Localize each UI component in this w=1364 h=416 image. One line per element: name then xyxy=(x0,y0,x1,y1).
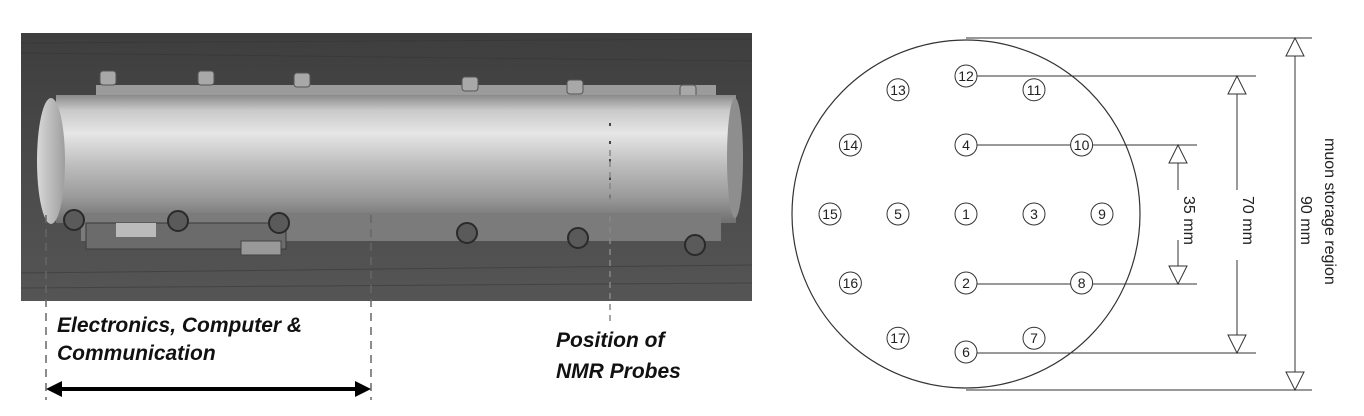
probe-10-circle xyxy=(1070,133,1094,157)
probe-13-circle xyxy=(886,78,910,102)
inner-dimension-label: 35 mm xyxy=(1180,196,1197,245)
probe-11-circle xyxy=(1022,78,1046,102)
cylinder-body xyxy=(56,95,736,223)
middle-arrow-top xyxy=(1227,74,1247,95)
probe-4-label: 4 xyxy=(962,137,970,153)
probe-4-circle xyxy=(954,133,978,157)
electronics-label-line1: Electronics, Computer & xyxy=(57,314,303,337)
middle-dimension-label: 70 mm xyxy=(1239,196,1256,245)
probe-14-circle xyxy=(838,133,862,157)
nmr-label-line1: Position of xyxy=(556,329,665,352)
trolley-photo xyxy=(21,33,752,301)
probe-12-circle xyxy=(954,64,978,88)
probe-13-label: 13 xyxy=(890,82,906,98)
middle-label-gap xyxy=(1229,190,1245,260)
probe-1-label: 1 xyxy=(962,206,970,222)
inner-arrow-top xyxy=(1168,143,1188,164)
probe-6-circle xyxy=(954,340,978,364)
probe-10-label: 10 xyxy=(1074,137,1090,153)
probe-9-circle xyxy=(1090,202,1114,226)
probe-11-label: 11 xyxy=(1027,82,1042,98)
probe-7-circle xyxy=(1022,326,1046,350)
probe-5-circle xyxy=(886,202,910,226)
inner-arrow-bottom xyxy=(1168,265,1188,286)
probe-6-label: 6 xyxy=(962,344,970,360)
probe-3-circle xyxy=(1022,202,1046,226)
probe-14-label: 14 xyxy=(843,137,859,153)
probe-17-circle xyxy=(886,326,910,350)
electronics-label-line2: Communication xyxy=(57,342,216,365)
outer-dimension-label: 90 mm xyxy=(1297,196,1314,245)
nmr-label-line2: NMR Probes xyxy=(556,360,681,383)
probe-16-label: 16 xyxy=(843,275,859,291)
probe-8-circle xyxy=(1070,271,1094,295)
outer-arrow-top xyxy=(1285,36,1305,57)
probe-2-circle xyxy=(954,271,978,295)
probe-5-label: 5 xyxy=(894,206,902,222)
arrowhead-left xyxy=(46,381,62,397)
probe-2-label: 2 xyxy=(962,275,970,291)
probe-3-label: 3 xyxy=(1030,206,1038,222)
connector-block xyxy=(116,223,156,237)
probe-7-label: 7 xyxy=(1030,330,1038,346)
probe-15-label: 15 xyxy=(822,206,838,222)
probe-8-label: 8 xyxy=(1078,275,1086,291)
wheels xyxy=(63,209,706,256)
cylinder-right-cap xyxy=(727,98,743,218)
lower-board xyxy=(240,240,282,256)
probe-1-circle xyxy=(954,202,978,226)
probe-15-circle xyxy=(818,202,842,226)
wood-grain xyxy=(21,38,752,289)
probe-12-label: 12 xyxy=(958,68,974,84)
middle-arrow-bottom xyxy=(1227,334,1247,355)
arrowhead-right xyxy=(355,381,371,397)
top-knobs xyxy=(99,70,697,100)
inner-label-gap xyxy=(1170,190,1186,240)
outer-region-label: muon storage region xyxy=(1321,138,1338,285)
probe-9-label: 9 xyxy=(1098,206,1106,222)
outer-arrow-bottom xyxy=(1285,371,1305,392)
probe-17-label: 17 xyxy=(890,330,906,346)
probe-16-circle xyxy=(838,271,862,295)
storage-region-circle xyxy=(791,39,1141,389)
cylinder-left-cap xyxy=(37,98,65,224)
